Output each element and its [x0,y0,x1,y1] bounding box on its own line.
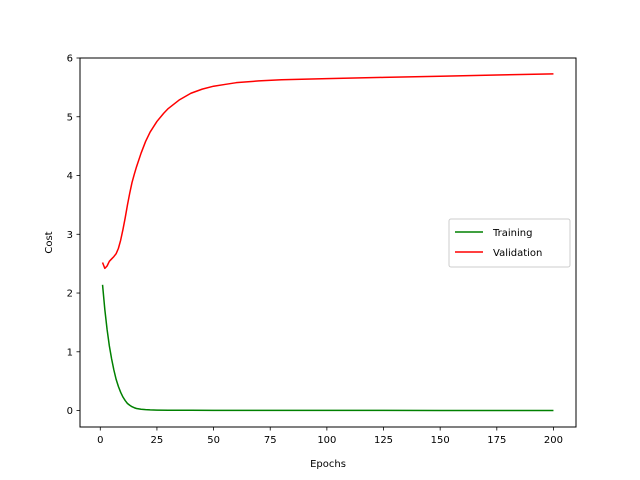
legend-box [448,218,571,268]
axis-ticks: 0 25 50 75 100 125 150 175 200 0 1 2 3 4 5 6 [67,54,563,447]
y-tick-label: 3 [67,230,73,241]
y-tick-label: 2 [67,289,73,300]
x-tick-label: 50 [207,435,220,446]
series-line-training [101,284,554,412]
x-tick-label: 175 [487,435,506,446]
y-tick-label: 0 [67,406,73,417]
y-tick-label: 1 [67,347,73,358]
legend-label-training: Training [492,228,532,239]
legend-label-validation: Validation [493,248,542,259]
x-tick-label: 200 [544,435,563,446]
y-axis-label: Cost [44,231,55,253]
series-line-validation [101,73,554,270]
y-tick-label: 6 [67,54,73,65]
plot-area [101,73,554,412]
x-tick-label: 75 [264,435,277,446]
x-axis-label: Epochs [310,459,346,470]
x-tick-label: 150 [431,435,450,446]
x-tick-label: 125 [374,435,393,446]
x-tick-label: 0 [97,435,103,446]
legend: Training Validation [448,218,571,268]
axes-frame [79,57,577,428]
y-tick-label: 4 [67,171,73,182]
x-tick-label: 100 [317,435,336,446]
y-tick-label: 5 [67,112,73,123]
x-tick-label: 25 [151,435,164,446]
